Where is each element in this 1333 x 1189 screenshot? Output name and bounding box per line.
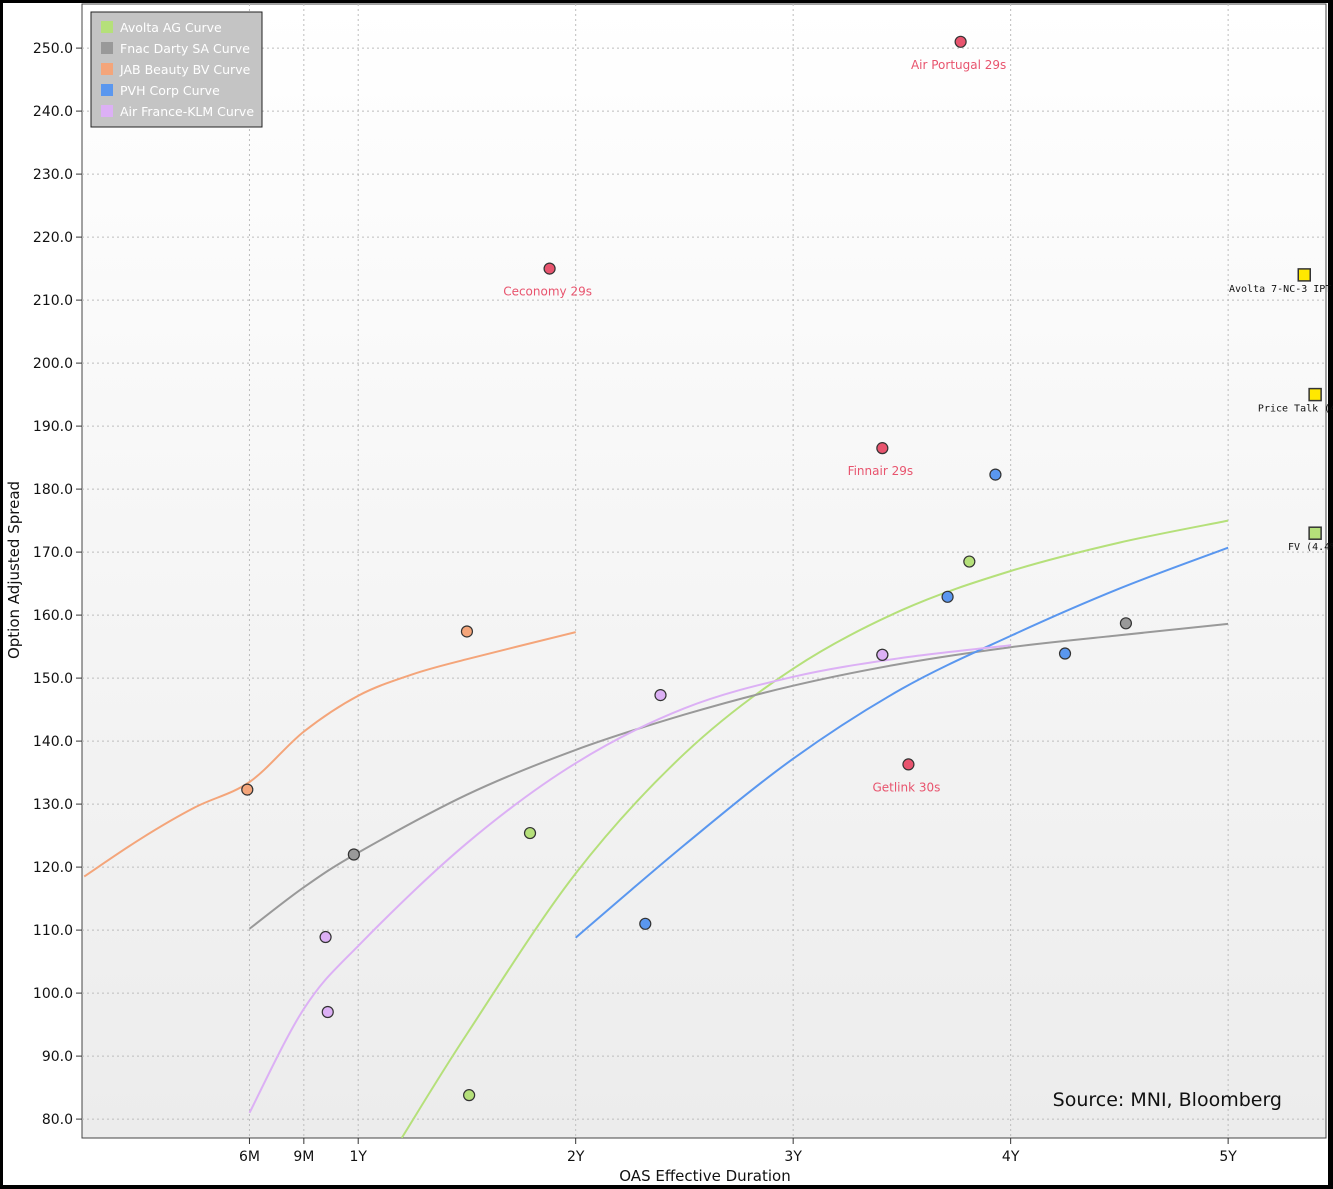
y-tick-label: 100.0 [33, 986, 73, 1002]
fnac-darty-sa-curve-point [1119, 617, 1133, 630]
x-axis-title: OAS Effective Duration [619, 1167, 790, 1185]
y-axis-title: Option Adjusted Spread [5, 481, 23, 659]
legend-label: Fnac Darty SA Curve [120, 41, 250, 56]
pvh-corp-curve-point [639, 917, 652, 930]
square-marker-label: Avolta 7-NC-3 IPT (~4.8%) [1229, 284, 1333, 295]
y-tick-label: 240.0 [33, 104, 73, 120]
air-france-klm-curve-line [248, 644, 1011, 1114]
y-tick-label: 140.0 [33, 734, 73, 750]
legend-label: Air France-KLM Curve [120, 104, 254, 119]
source-note: Source: MNI, Bloomberg [1053, 1089, 1282, 1111]
bond-label: Air Portugal 29s [911, 58, 1006, 72]
legend-swatch [101, 63, 113, 75]
legend-swatch [101, 42, 113, 54]
legend-label: PVH Corp Curve [120, 83, 220, 98]
y-tick-label: 230.0 [33, 167, 73, 183]
legend-swatch [101, 21, 113, 33]
x-tick-label: 5Y [1219, 1149, 1237, 1165]
square-marker [1308, 526, 1322, 540]
air-france-klm-curve-point [319, 930, 332, 944]
jab-beauty-bv-curve-line [83, 631, 576, 878]
point-labels: Air Portugal 29s Ceconomy 29s Finnair 29s G… [503, 58, 1333, 795]
x-tick-label: 1Y [349, 1149, 367, 1165]
legend-label: JAB Beauty BV Curve [119, 62, 251, 77]
avolta-ag-curve-point [463, 1089, 476, 1102]
y-tick-label: 80.0 [42, 1112, 73, 1128]
y-tick-label: 150.0 [33, 671, 73, 687]
pvh-corp-curve-line [575, 546, 1229, 939]
x-tick-label: 4Y [1002, 1149, 1020, 1165]
square-marker [1308, 387, 1322, 402]
pvh-corp-curve-point [941, 590, 954, 603]
y-tick-label: 220.0 [33, 230, 73, 246]
avolta-ag-curve-point [523, 826, 537, 840]
bond-label: Finnair 29s [848, 464, 914, 478]
fnac-darty-sa-curve-point [347, 848, 360, 861]
x-tick-label: 6M [239, 1149, 260, 1165]
air-france-klm-curve-point [876, 648, 889, 661]
x-tick-label: 9M [293, 1149, 314, 1165]
legend-label: Avolta AG Curve [120, 20, 222, 35]
data-points [241, 35, 1322, 1102]
grid [82, 4, 1326, 1138]
y-tick-label: 180.0 [33, 482, 73, 498]
y-tick-label: 110.0 [33, 923, 73, 939]
plot-area [81, 3, 1327, 1139]
y-tick-label: 190.0 [33, 419, 73, 435]
square-marker [1297, 268, 1312, 282]
air-france-klm-curve-point [321, 1005, 334, 1019]
pvh-corp-curve-point [1058, 647, 1072, 660]
air-france-klm-curve-point [654, 689, 667, 702]
bond-point [543, 262, 556, 275]
y-tick-label: 160.0 [33, 608, 73, 624]
y-tick-label: 130.0 [33, 797, 73, 813]
legend-swatch [101, 105, 113, 117]
square-marker-label: FV (4.4%) [1288, 542, 1333, 553]
bond-point [954, 35, 967, 48]
bond-point [876, 442, 889, 455]
legend-box [90, 11, 263, 128]
jab-beauty-bv-curve-point [241, 783, 254, 796]
y-tick-label: 210.0 [33, 293, 73, 309]
bond-label: Ceconomy 29s [503, 285, 592, 299]
curves [83, 519, 1229, 1138]
square-marker-label: Price Talk (4.625%) [1258, 404, 1333, 415]
legend[interactable]: Avolta AG Curve Fnac Darty SA Curve JAB Be… [90, 11, 263, 128]
pvh-corp-curve-point [989, 468, 1002, 481]
x-tick-label: 3Y [784, 1149, 802, 1165]
y-tick-label: 90.0 [42, 1049, 73, 1065]
avolta-ag-curve-point [963, 555, 976, 568]
jab-beauty-bv-curve-point [460, 625, 474, 638]
legend-swatch [101, 84, 113, 96]
axes: 80.0 90.0 100.0 110.0 120.0 130.0 140.0 150.0 16… [33, 41, 1237, 1165]
bond-label: Getlink 30s [872, 780, 940, 794]
x-tick-label: 2Y [567, 1149, 585, 1165]
y-tick-label: 200.0 [33, 356, 73, 372]
y-tick-label: 250.0 [33, 41, 73, 57]
y-tick-label: 170.0 [33, 545, 73, 561]
bond-point [902, 758, 915, 771]
y-tick-label: 120.0 [33, 860, 73, 876]
